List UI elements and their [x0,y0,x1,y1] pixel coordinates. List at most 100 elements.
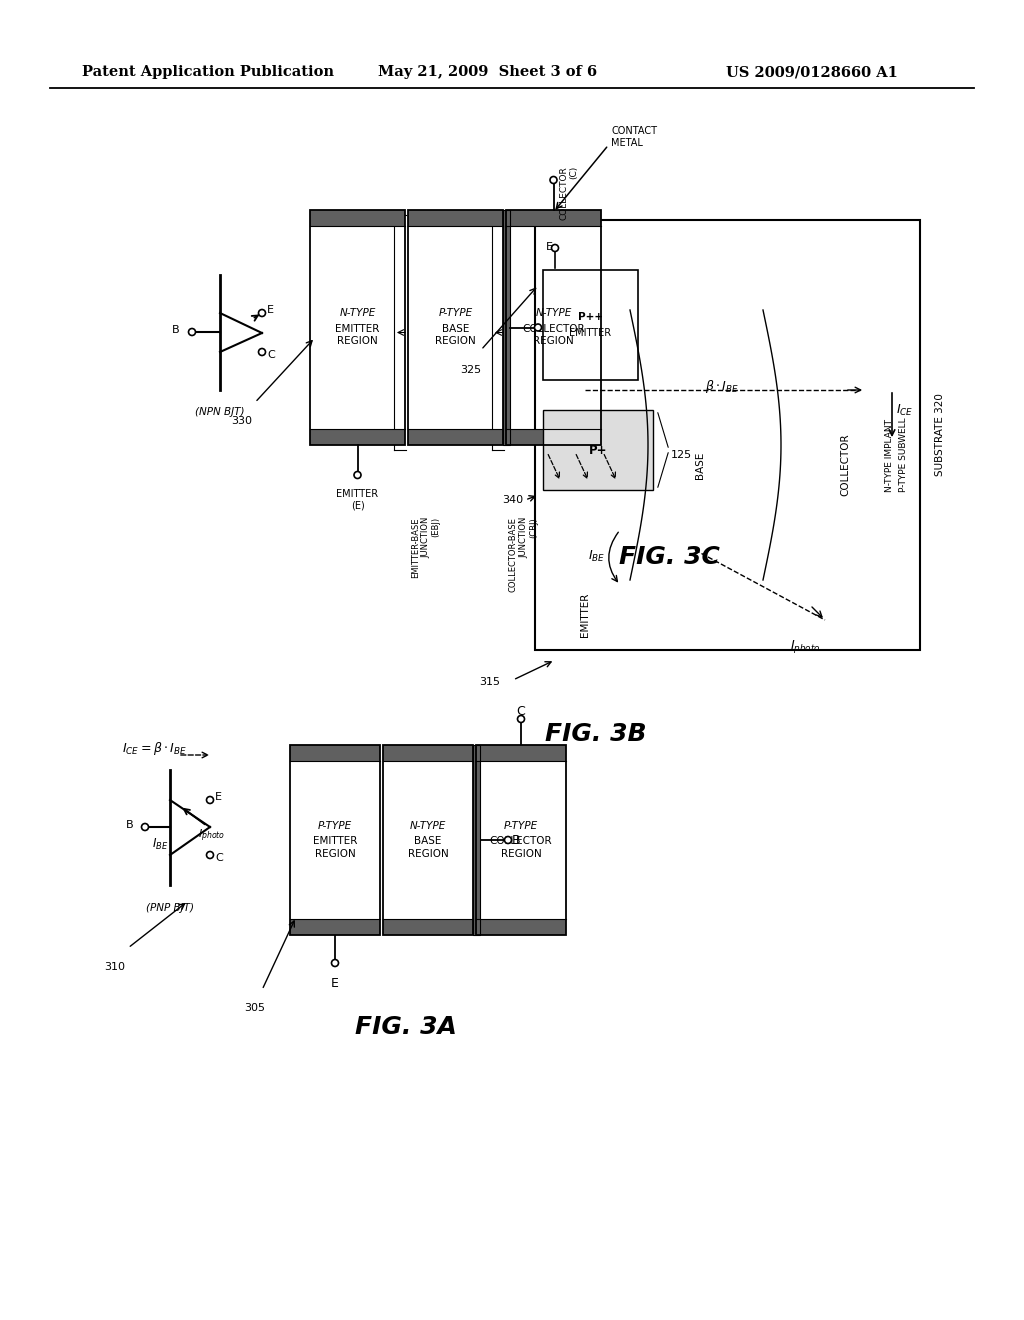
Text: (CBJ): (CBJ) [529,517,538,537]
Text: JUNCTION: JUNCTION [421,517,430,558]
Text: (B): (B) [543,317,557,326]
Circle shape [188,329,196,335]
Text: COLLECTOR: COLLECTOR [840,434,850,496]
Text: CONTACT: CONTACT [611,125,657,136]
Text: $I_{CE}$: $I_{CE}$ [896,403,913,417]
Bar [408,210,503,445]
Bar [476,744,566,935]
Text: COLLECTOR: COLLECTOR [522,323,585,334]
Bar [408,429,503,445]
Text: EMITTER: EMITTER [337,488,379,499]
Text: E: E [215,792,222,803]
Text: EMITTER: EMITTER [335,323,380,334]
Text: $I_{photo}$: $I_{photo}$ [790,638,820,655]
Circle shape [207,796,213,804]
Text: FIG. 3A: FIG. 3A [355,1015,457,1039]
Text: $I_{photo}$: $I_{photo}$ [198,828,225,843]
Text: P-TYPE: P-TYPE [504,821,538,832]
Text: N-TYPE: N-TYPE [536,309,571,318]
Text: 315: 315 [479,677,500,686]
Text: 330: 330 [231,416,253,425]
Text: FIG. 3B: FIG. 3B [545,722,646,746]
Text: COLLECTOR-BASE: COLLECTOR-BASE [509,517,518,591]
Bar [476,744,566,762]
Text: P-TYPE: P-TYPE [317,821,352,832]
Text: REGION: REGION [501,849,542,859]
Text: Patent Application Publication: Patent Application Publication [82,65,334,79]
Text: (C): (C) [569,166,579,180]
Text: (PNP BJT): (PNP BJT) [146,903,194,913]
Text: EMITTER: EMITTER [569,327,611,338]
Text: May 21, 2009  Sheet 3 of 6: May 21, 2009 Sheet 3 of 6 [378,65,597,79]
Circle shape [258,309,265,317]
Circle shape [505,837,512,843]
Bar [383,744,473,762]
Text: JUNCTION: JUNCTION [519,517,528,558]
Text: SUBSTRATE 320: SUBSTRATE 320 [935,393,945,477]
Bar [506,210,601,226]
Text: REGION: REGION [534,337,573,346]
Circle shape [550,177,557,183]
Text: B: B [512,833,520,846]
Text: C: C [215,853,223,863]
Text: REGION: REGION [337,337,378,346]
Text: N-TYPE: N-TYPE [410,821,446,832]
Bar [408,210,503,226]
Text: 310: 310 [104,962,126,972]
Text: BASE: BASE [415,836,441,846]
Text: $I_{BE}$: $I_{BE}$ [152,837,168,853]
Text: C: C [517,705,525,718]
Circle shape [552,244,558,252]
Bar [290,744,380,935]
Text: E: E [267,305,274,315]
Text: $\beta \cdot I_{BE}$: $\beta \cdot I_{BE}$ [706,378,739,395]
Text: P-TYPE SUBWELL: P-TYPE SUBWELL [899,417,908,492]
Bar [290,744,380,762]
Text: 340: 340 [502,495,523,506]
Text: P++: P++ [578,312,603,322]
Text: P+: P+ [589,444,607,457]
Bar [476,744,566,935]
Bar [383,744,473,935]
Bar [535,220,920,649]
Bar [476,919,566,935]
Text: US 2009/0128660 A1: US 2009/0128660 A1 [726,65,898,79]
Text: FIG. 3C: FIG. 3C [618,545,720,569]
Text: COLLECTOR: COLLECTOR [559,166,568,219]
Text: REGION: REGION [435,337,476,346]
Text: 125: 125 [671,450,692,459]
Text: B: B [126,820,133,830]
Bar [543,411,653,490]
Circle shape [535,323,542,331]
Text: $I_{CE} = \beta \cdot I_{BE}$: $I_{CE} = \beta \cdot I_{BE}$ [123,741,187,756]
Text: N-TYPE IMPLANT: N-TYPE IMPLANT [886,418,895,491]
Text: COLLECTOR: COLLECTOR [489,836,552,846]
Bar [506,210,601,445]
Circle shape [332,960,339,966]
Circle shape [207,851,213,858]
Text: P-TYPE: P-TYPE [438,309,472,318]
Bar [506,210,601,445]
Circle shape [354,471,361,479]
Bar [290,919,380,935]
Text: $I_{BE}$: $I_{BE}$ [589,549,605,564]
Text: E: E [546,242,553,252]
Text: BASE: BASE [695,451,705,479]
Text: BASE: BASE [543,330,568,341]
Text: REGION: REGION [408,849,449,859]
Bar [290,744,380,935]
Text: E: E [331,977,339,990]
Bar [473,744,480,935]
Bar [383,919,473,935]
Text: B: B [172,325,179,335]
Text: C: C [267,350,274,360]
Text: EMITTER-BASE: EMITTER-BASE [411,517,420,578]
Text: N-TYPE: N-TYPE [339,309,376,318]
Text: (EBJ): (EBJ) [431,517,440,537]
Bar [383,744,473,935]
Text: EMITTER: EMITTER [580,593,590,638]
Text: BASE: BASE [441,323,469,334]
Circle shape [517,715,524,722]
Bar [408,210,503,445]
Bar [310,210,406,445]
